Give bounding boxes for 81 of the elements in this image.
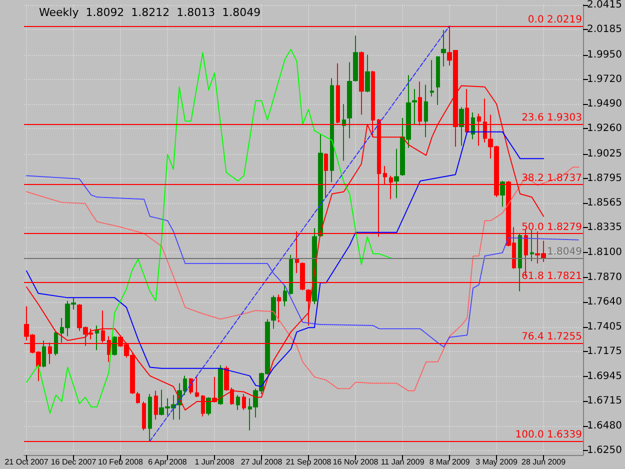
line-series [26, 131, 544, 388]
candlestick [236, 394, 240, 411]
chart-title: Weekly 1.8092 1.8212 1.8013 1.8049 [39, 6, 261, 19]
x-tick-label: 8 Mar 2009 [429, 458, 470, 466]
y-tick-label: 1.7640 [587, 296, 622, 308]
y-tick-label: 1.9260 [587, 123, 622, 134]
ref-line-label: 100.0 1.6339 [515, 430, 582, 441]
candlestick [353, 35, 358, 82]
candlestick [154, 390, 158, 420]
candlestick [459, 106, 464, 146]
y-tick-label: 1.8335 [587, 222, 622, 234]
y-tick-label: 1.9025 [587, 148, 622, 160]
y-tick-label: 1.9720 [587, 74, 622, 85]
candlestick [365, 54, 370, 93]
candlestick [54, 331, 58, 356]
ref-line-label: 38.2 1.8737 [522, 173, 582, 184]
y-tick-label: 1.8565 [587, 197, 622, 208]
candlestick [212, 376, 217, 404]
candlestick [206, 396, 211, 416]
candlestick [412, 88, 417, 125]
candlestick [318, 133, 323, 238]
y-tick-label: 2.0185 [587, 24, 622, 36]
candlestick [394, 148, 399, 199]
y-tick-label: 1.6250 [587, 445, 622, 456]
x-tick-label: 21 Sep 2008 [286, 458, 332, 466]
candlestick [142, 400, 146, 431]
candlestick [148, 394, 152, 442]
x-tick-label: 28 Jun 2009 [522, 458, 566, 466]
y-tick-label: 1.9490 [587, 98, 622, 110]
candlestick [330, 78, 334, 183]
x-tick-label: 21 Oct 2007 [4, 458, 49, 466]
candlestick [530, 230, 534, 262]
y-tick-label: 1.9950 [587, 49, 622, 60]
candlestick [189, 377, 193, 394]
candlestick [436, 56, 440, 106]
y-tick-label: 1.6715 [587, 395, 622, 406]
candlestick [136, 391, 140, 404]
ref-line-label: 1.8049 [547, 246, 582, 258]
x-tick-label: 10 Feb 2008 [98, 458, 144, 466]
ref-line-label: 50.0 1.8279 [522, 222, 582, 234]
y-tick-label: 1.7870 [587, 272, 622, 283]
line-series [26, 175, 580, 348]
candlestick [359, 51, 364, 116]
y-tick-label: 1.7175 [587, 346, 622, 358]
line-series [26, 48, 392, 414]
candlestick [42, 340, 46, 368]
y-tick-label: 1.6480 [587, 420, 622, 432]
candlestick [271, 295, 276, 330]
candlestick [218, 364, 223, 406]
candlestick [195, 376, 199, 398]
candlestick [424, 84, 428, 138]
x-tick-label: 16 Nov 2008 [332, 458, 379, 466]
x-tick-label: 3 May 2009 [476, 458, 518, 466]
x-tick-label: 27 Jul 2008 [240, 458, 283, 466]
candlestick [283, 284, 287, 307]
y-tick-label: 1.6945 [587, 370, 622, 382]
ref-line-label: 76.4 1.7255 [522, 332, 582, 343]
ref-line-label: 61.8 1.7821 [522, 271, 582, 282]
x-tick-label: 16 Dec 2007 [50, 458, 97, 466]
candlestick [277, 294, 281, 323]
x-tick-label: 6 Apr 2008 [148, 458, 188, 466]
ref-line-label: 0.0 2.0219 [528, 14, 582, 26]
y-tick-label: 1.8100 [587, 247, 622, 258]
candlestick [112, 336, 117, 356]
candlestick [347, 62, 352, 139]
y-tick-label: 1.8795 [587, 172, 622, 184]
candlestick [518, 232, 522, 292]
x-tick-label: 1 Jun 2008 [194, 458, 235, 466]
candlestick [471, 112, 475, 140]
line-series [26, 166, 580, 392]
candlestick [342, 103, 346, 162]
candlestick [430, 60, 434, 97]
ref-line-label: 23.6 1.9303 [522, 112, 582, 124]
candlestick [289, 254, 293, 295]
y-tick-label: 1.7405 [587, 322, 622, 333]
y-tick-label: 2.0415 [587, 0, 622, 10]
x-tick-label: 11 Jan 2009 [380, 458, 425, 466]
candlestick [95, 325, 99, 351]
candlestick [441, 30, 446, 68]
candlestick [306, 288, 311, 326]
candlestick [500, 180, 505, 208]
